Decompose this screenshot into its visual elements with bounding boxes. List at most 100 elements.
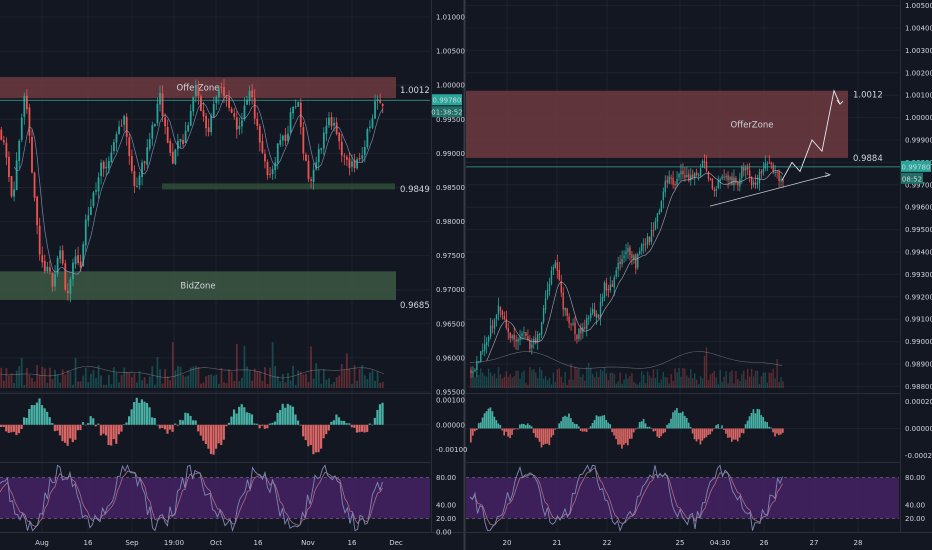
macd-bar (250, 414, 254, 425)
candle-body (692, 174, 694, 178)
candle-body (548, 283, 551, 291)
macd-bar (772, 428, 774, 433)
volume-bar (164, 369, 167, 388)
volume-bar (38, 374, 41, 388)
candle-body (627, 248, 629, 252)
candle-body (156, 103, 159, 124)
volume-bar (315, 363, 318, 388)
macd-bar (345, 423, 348, 425)
macd-bar (471, 428, 474, 436)
projection-path (781, 89, 841, 181)
volume-bar (299, 371, 302, 388)
macd-bar (579, 428, 582, 431)
candle-body (217, 88, 220, 98)
candle-body (766, 163, 769, 165)
candle-body (623, 255, 625, 258)
macd-bar (566, 416, 568, 429)
macd-bar (161, 424, 164, 428)
candle-body (36, 196, 39, 226)
candle-body (110, 152, 113, 162)
macd-bar (58, 424, 62, 436)
macd-bar (94, 424, 97, 427)
volume-bar (279, 381, 282, 388)
volume-bar (568, 379, 570, 388)
volume-bar (754, 370, 757, 388)
macd-bar (558, 423, 560, 429)
volume-bar (558, 368, 560, 388)
macd-bar (470, 428, 472, 443)
volume-bar (248, 369, 251, 388)
candle-body (635, 254, 637, 269)
macd-bar (238, 406, 241, 425)
macd-bar (289, 405, 292, 425)
candle-body (287, 133, 289, 142)
candle-body (664, 181, 666, 193)
macd-bar (53, 424, 56, 432)
volume-bar (151, 365, 154, 388)
macd-bar (713, 428, 716, 429)
candle-body (646, 236, 649, 245)
macd-bar (148, 407, 151, 425)
volume-bar (641, 371, 643, 388)
macd-bar (652, 428, 655, 432)
candle-body (558, 270, 560, 280)
volume-bar (43, 368, 46, 388)
macd-bar (261, 424, 264, 426)
volume-bar (143, 377, 146, 388)
candle-body (133, 171, 136, 187)
candle-body (597, 314, 600, 318)
candle-body (343, 155, 346, 157)
macd-bar (587, 428, 590, 429)
candle-body (639, 250, 641, 254)
volume-bar (733, 383, 735, 388)
volume-bar (13, 383, 15, 388)
volume-bar (5, 368, 8, 388)
volume-bar (322, 368, 325, 388)
macd-bar (519, 424, 521, 429)
volume-bar (705, 347, 708, 388)
candle-body (678, 174, 680, 178)
volume-bar (153, 384, 156, 388)
volume-bar (642, 374, 645, 388)
time-tick-label: 04:30 (710, 539, 730, 547)
macd-bar (550, 428, 553, 438)
candle-body (358, 158, 361, 160)
macd-bar (760, 415, 763, 429)
macd-tick-label: 0.00020 (905, 398, 932, 406)
volume-bar (688, 377, 690, 388)
candle-body (591, 308, 594, 314)
candle-body (223, 87, 225, 97)
volume-bar (560, 376, 562, 388)
macd-bar (376, 409, 379, 425)
macd-bar (703, 428, 706, 439)
macd-bar (731, 428, 733, 442)
macd-bar (762, 417, 765, 429)
volume-bar (2, 380, 5, 388)
macd-bar (562, 416, 564, 429)
macd-bar (630, 428, 633, 439)
volume-bar (548, 377, 551, 388)
volume-bar (59, 382, 62, 388)
volume-bar (18, 366, 21, 388)
macd-bar (271, 422, 274, 425)
macd-bar (378, 404, 382, 425)
macd-bar (302, 424, 305, 437)
volume-bar (639, 382, 641, 388)
price-tick-label: 0.99400 (905, 249, 932, 257)
bidzone-label: BidZone (180, 282, 215, 292)
volume-bar (650, 377, 653, 388)
volume-bar (517, 370, 519, 388)
macd-bar (20, 424, 23, 430)
candle-body (489, 325, 492, 337)
candle-body (148, 139, 151, 149)
candle-body (33, 172, 36, 198)
volume-bar (115, 372, 118, 388)
volume-bar (287, 372, 289, 388)
candle-body (5, 142, 8, 158)
macd-bar (521, 423, 523, 429)
candle-body (74, 256, 77, 265)
volume-bar (747, 368, 749, 388)
volume-bar (739, 381, 741, 388)
macd-bar (325, 424, 328, 435)
